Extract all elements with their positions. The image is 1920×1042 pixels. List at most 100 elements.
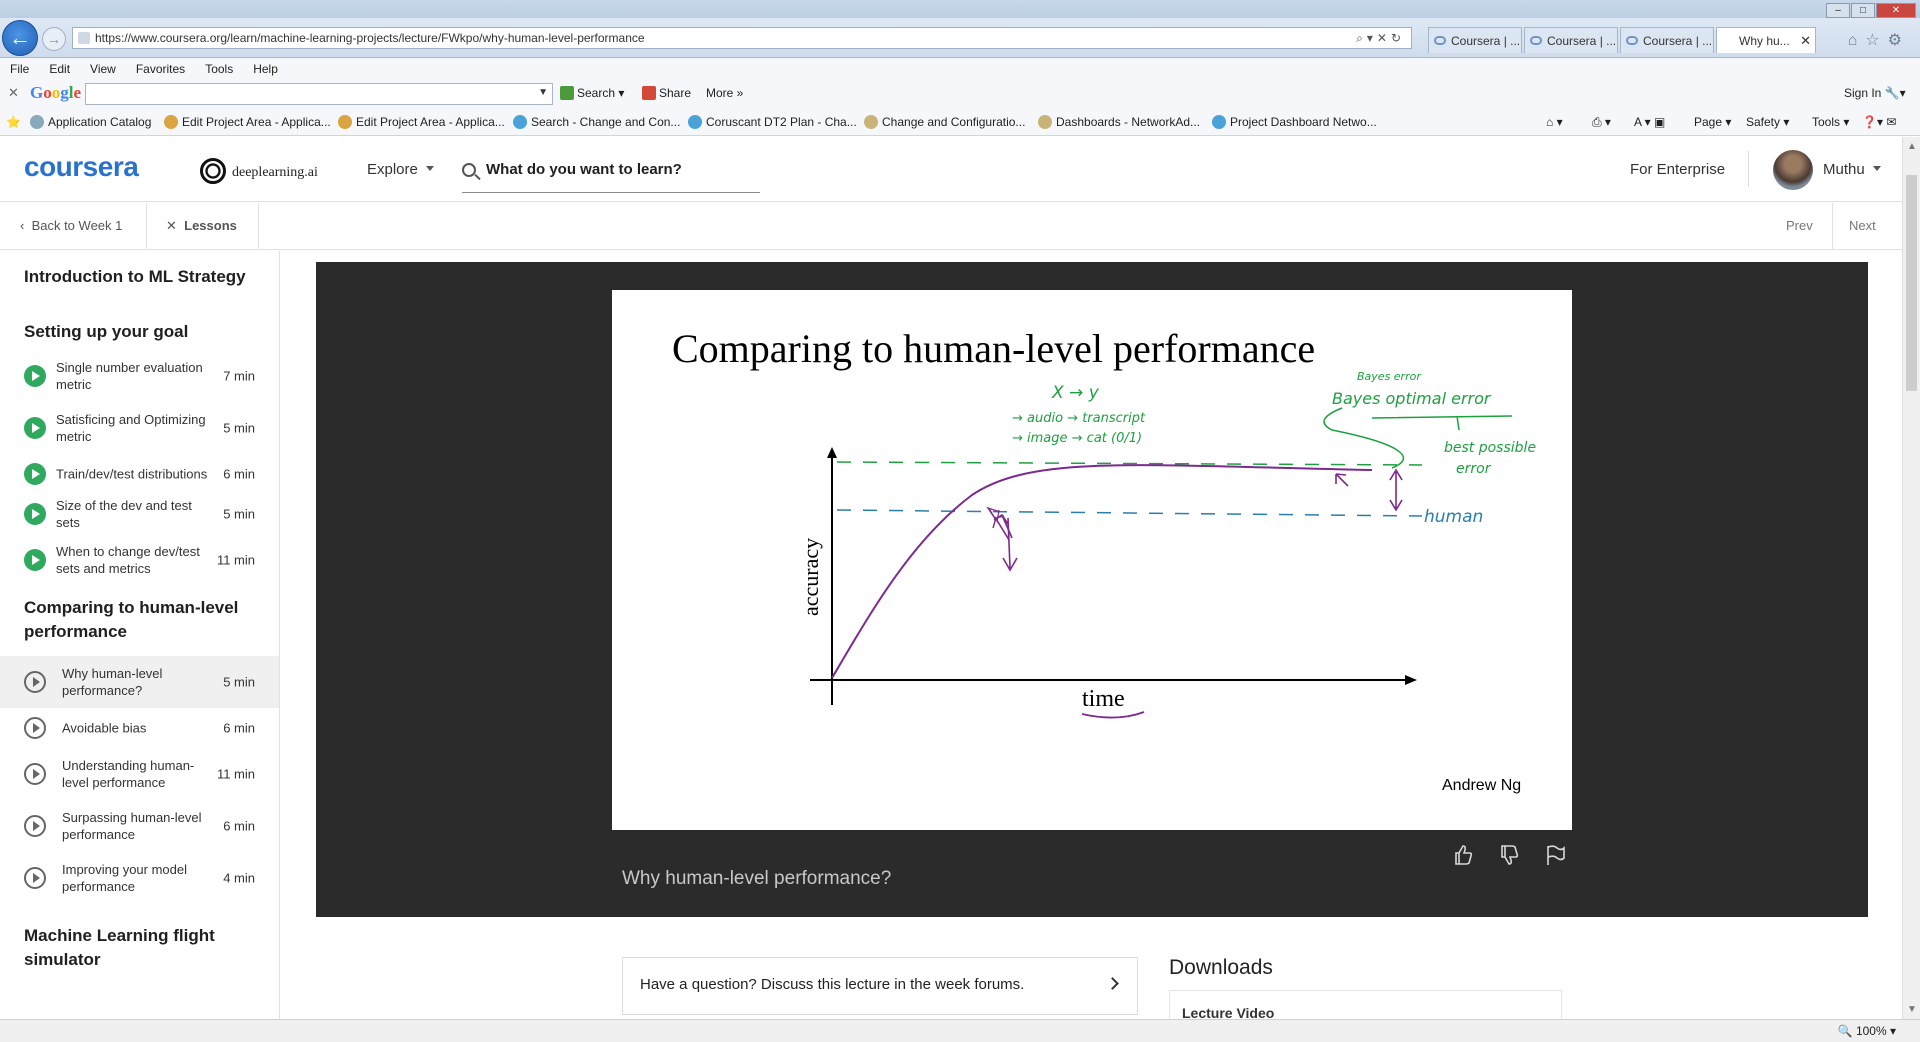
browser-tab[interactable]: Coursera | ...	[1620, 27, 1714, 53]
mapping-annotation: X → y	[1051, 383, 1100, 403]
google-search-button[interactable]: Search ▾	[560, 86, 624, 100]
minimize-button[interactable]: –	[1826, 3, 1850, 18]
list-item[interactable]: Size of the dev and test sets 5 min	[0, 494, 279, 534]
bayes-underline	[1371, 415, 1513, 431]
share-button[interactable]: Share	[642, 86, 691, 100]
menu-help[interactable]: Help	[253, 62, 278, 76]
list-item[interactable]: When to change dev/test sets and metrics…	[0, 534, 279, 586]
google-search-input[interactable]: ▼	[85, 83, 553, 105]
play-icon	[24, 867, 46, 889]
print-icon[interactable]: ⎙ ▾	[1592, 115, 1611, 129]
for-enterprise-link[interactable]: For Enterprise	[1630, 161, 1726, 178]
favorites-bar: ⭐ Application Catalog Edit Project Area …	[0, 108, 1920, 136]
lessons-toggle[interactable]: ✕ Lessons	[166, 218, 237, 233]
forum-question-link[interactable]: Have a question? Discuss this lecture in…	[622, 957, 1138, 1015]
search-input[interactable]: What do you want to learn?	[462, 155, 760, 193]
window-controls: – □ ✕	[1825, 0, 1916, 18]
favorite-link[interactable]: Dashboards - NetworkAd...	[1038, 115, 1200, 129]
play-done-icon	[24, 463, 46, 485]
list-item[interactable]: Avoidable bias 6 min	[0, 708, 279, 748]
explore-menu[interactable]: Explore	[367, 161, 434, 178]
tools-menu[interactable]: Tools ▾	[1812, 115, 1850, 129]
list-item[interactable]: Satisficing and Optimizing metric 5 min	[0, 402, 279, 454]
avatar[interactable]	[1773, 150, 1813, 190]
list-item-active[interactable]: Why human-level performance? 5 min	[0, 656, 279, 708]
safety-menu[interactable]: Safety ▾	[1746, 115, 1790, 129]
forward-button[interactable]: →	[42, 27, 66, 51]
favorite-link[interactable]: Search - Change and Con...	[513, 115, 680, 129]
browser-tab-active[interactable]: Why hu... ✕	[1716, 27, 1816, 53]
browser-tab[interactable]: Coursera | ...	[1428, 27, 1522, 53]
arrow-annotation	[986, 506, 1001, 521]
lecture-video-download[interactable]: Lecture Video	[1169, 990, 1562, 1020]
double-arrow-annotation	[1389, 468, 1403, 512]
url-text: https://www.coursera.org/learn/machine-l…	[95, 31, 645, 45]
video-player[interactable]: Comparing to human-level performance acc…	[316, 262, 1868, 917]
close-tab-icon[interactable]: ✕	[1800, 33, 1811, 48]
thumbs-down-icon[interactable]	[1496, 842, 1522, 868]
section-title[interactable]: Machine Learning flight simulator	[24, 926, 215, 969]
prev-button[interactable]: Prev	[1786, 218, 1813, 233]
home-icon[interactable]: ⌂ ▾	[1546, 115, 1563, 129]
image-annotation: → image → cat (0/1)	[1012, 431, 1142, 446]
address-tools[interactable]: ⌕▾✕↻	[1356, 31, 1405, 45]
favorite-link[interactable]: Edit Project Area - Applica...	[164, 115, 331, 129]
play-done-icon	[24, 365, 46, 387]
infinity-icon	[1626, 36, 1638, 45]
section-title[interactable]: Comparing to human-level performance	[24, 598, 239, 641]
search-icon	[560, 86, 574, 100]
menu-favorites[interactable]: Favorites	[135, 62, 186, 76]
next-button[interactable]: Next	[1849, 218, 1876, 233]
back-button[interactable]: ←	[2, 20, 38, 56]
favorite-link[interactable]: Application Catalog	[30, 115, 151, 129]
favorite-link[interactable]: Coruscant DT2 Plan - Cha...	[688, 115, 857, 129]
zoom-control[interactable]: 🔍 100% ▾	[1837, 1024, 1896, 1038]
menu-view[interactable]: View	[90, 62, 116, 76]
scroll-down-icon[interactable]: ▼	[1907, 1004, 1917, 1015]
page-menu[interactable]: Page ▾	[1694, 115, 1732, 129]
page-scrollbar[interactable]: ▲ ▼	[1902, 137, 1920, 1019]
play-done-icon	[24, 549, 46, 571]
list-item[interactable]: Improving your model performance 4 min	[0, 852, 279, 904]
thumbs-up-icon[interactable]	[1450, 842, 1476, 868]
user-menu[interactable]: Muthu	[1823, 161, 1881, 178]
read-mail-icon[interactable]: A ▾ ▣	[1634, 115, 1666, 129]
more-button[interactable]: More »	[706, 86, 744, 100]
human-annotation: human	[1424, 507, 1483, 527]
address-bar[interactable]: https://www.coursera.org/learn/machine-l…	[72, 27, 1412, 49]
partner-logo[interactable]: deeplearning.ai	[200, 158, 318, 184]
maximize-button[interactable]: □	[1851, 3, 1875, 18]
browser-tab[interactable]: Coursera | ...	[1524, 27, 1618, 53]
section-title[interactable]: Setting up your goal	[24, 322, 189, 341]
list-item[interactable]: Train/dev/test distributions 6 min	[0, 454, 279, 494]
chevron-down-icon[interactable]: ▼	[538, 87, 548, 98]
flag-icon[interactable]	[1542, 842, 1568, 868]
favorite-link[interactable]: Edit Project Area - Applica...	[338, 115, 505, 129]
favorite-link[interactable]: Project Dashboard Netwo...	[1212, 115, 1377, 129]
back-to-week-link[interactable]: ‹ Back to Week 1	[20, 218, 123, 233]
y-axis-label: accuracy	[798, 538, 823, 616]
menu-tools[interactable]: Tools	[205, 62, 234, 76]
home-favorites-settings-icons[interactable]: ⌂☆⚙	[1847, 32, 1910, 49]
scroll-thumb[interactable]	[1906, 175, 1917, 391]
help-icon[interactable]: ❓▾ ✉	[1862, 115, 1897, 129]
page-favicon	[78, 32, 90, 44]
menu-file[interactable]: File	[10, 62, 30, 76]
lecture-slide: Comparing to human-level performance acc…	[612, 290, 1572, 830]
list-item[interactable]: Single number evaluation metric 7 min	[0, 350, 279, 402]
sign-in-link[interactable]: Sign In 🔧▾	[1844, 86, 1906, 100]
add-favorite-icon[interactable]: ⭐	[6, 115, 21, 129]
list-item[interactable]: Understanding human-level performance 11 …	[0, 748, 279, 800]
bayes-bracket	[1323, 407, 1405, 469]
section-title[interactable]: Introduction to ML Strategy	[24, 267, 246, 286]
share-icon	[642, 86, 656, 100]
coursera-logo[interactable]: coursera	[24, 151, 139, 182]
close-toolbar-icon[interactable]: ✕	[8, 85, 19, 100]
favorite-link[interactable]: Change and Configuratio...	[864, 115, 1025, 129]
scroll-up-icon[interactable]: ▲	[1907, 141, 1917, 152]
chevron-left-icon: ‹	[20, 218, 32, 233]
play-icon	[24, 763, 46, 785]
menu-edit[interactable]: Edit	[49, 62, 71, 76]
close-window-button[interactable]: ✕	[1876, 3, 1916, 18]
list-item[interactable]: Surpassing human-level performance 6 min	[0, 800, 279, 852]
